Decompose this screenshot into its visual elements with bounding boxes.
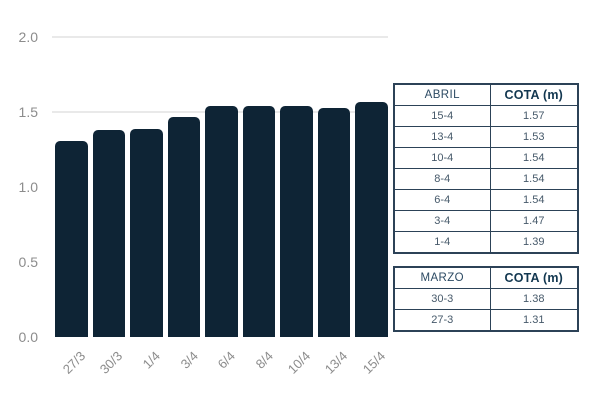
x-axis-tick-label: 3/4 bbox=[177, 348, 201, 372]
table-row: 15-4 1.57 bbox=[393, 105, 579, 127]
x-axis-tick-label: 15/4 bbox=[359, 348, 389, 377]
table-body: 30-3 1.38 27-3 1.31 bbox=[393, 288, 579, 332]
table-row: 1-4 1.39 bbox=[393, 231, 579, 254]
cota-tables: ABRIL COTA (m) 15-4 1.57 13-4 1.53 10-4 1.54 8-4… bbox=[393, 83, 579, 344]
header-row: ABRIL COTA (m) bbox=[393, 83, 579, 106]
gridline bbox=[52, 36, 388, 38]
header-row: MARZO COTA (m) bbox=[393, 266, 579, 289]
table-row: 13-4 1.53 bbox=[393, 126, 579, 148]
date-cell: 6-4 bbox=[393, 189, 491, 211]
bar bbox=[242, 106, 275, 337]
table-row: 30-3 1.38 bbox=[393, 288, 579, 310]
date-cell: 13-4 bbox=[393, 126, 491, 148]
x-axis-tick-label: 8/4 bbox=[252, 348, 276, 372]
table-row: 3-4 1.47 bbox=[393, 210, 579, 232]
value-cell: 1.57 bbox=[489, 105, 579, 127]
date-cell: 3-4 bbox=[393, 210, 491, 232]
value-cell: 1.47 bbox=[489, 210, 579, 232]
date-cell: 15-4 bbox=[393, 105, 491, 127]
month-header: MARZO bbox=[393, 266, 491, 289]
bar bbox=[167, 116, 200, 337]
bar bbox=[280, 106, 313, 337]
value-cell: 1.38 bbox=[489, 288, 579, 310]
x-axis-tick-label: 10/4 bbox=[284, 348, 314, 377]
bar bbox=[130, 128, 163, 337]
x-axis-tick-label: 1/4 bbox=[139, 348, 164, 372]
date-cell: 1-4 bbox=[393, 231, 491, 254]
cota-table-marzo: MARZO COTA (m) 30-3 1.38 27-3 1.31 bbox=[393, 266, 579, 332]
value-cell: 1.31 bbox=[489, 309, 579, 332]
y-axis-tick-label: 1.5 bbox=[18, 104, 38, 120]
date-cell: 30-3 bbox=[393, 288, 491, 310]
month-header: ABRIL bbox=[393, 83, 491, 106]
value-cell: 1.54 bbox=[489, 189, 579, 211]
table-head: ABRIL COTA (m) bbox=[393, 83, 579, 106]
value-header: COTA (m) bbox=[489, 83, 579, 106]
x-axis-tick-label: 27/3 bbox=[59, 348, 89, 377]
value-header: COTA (m) bbox=[489, 266, 579, 289]
x-axis-tick-label: 30/3 bbox=[97, 348, 126, 377]
table-row: 27-3 1.31 bbox=[393, 309, 579, 332]
table-row: 10-4 1.54 bbox=[393, 147, 579, 169]
x-axis-tick-label: 6/4 bbox=[214, 348, 239, 372]
bar bbox=[55, 140, 88, 337]
table-body: 15-4 1.57 13-4 1.53 10-4 1.54 8-4 1.54 6-4 1.54 3-… bbox=[393, 105, 579, 254]
bar bbox=[92, 130, 125, 337]
date-cell: 8-4 bbox=[393, 168, 491, 190]
bar bbox=[317, 107, 350, 337]
value-cell: 1.53 bbox=[489, 126, 579, 148]
table-head: MARZO COTA (m) bbox=[393, 266, 579, 289]
x-axis-tick-label: 13/4 bbox=[322, 348, 351, 377]
bar bbox=[355, 101, 388, 337]
y-axis-tick-label: 0.0 bbox=[18, 329, 38, 345]
value-cell: 1.54 bbox=[489, 147, 579, 169]
cota-table-abril: ABRIL COTA (m) 15-4 1.57 13-4 1.53 10-4 1.54 8-4… bbox=[393, 83, 579, 254]
date-cell: 27-3 bbox=[393, 309, 491, 332]
y-axis-tick-label: 2.0 bbox=[18, 29, 38, 45]
value-cell: 1.39 bbox=[489, 231, 579, 254]
date-cell: 10-4 bbox=[393, 147, 491, 169]
bar bbox=[205, 106, 238, 337]
value-cell: 1.54 bbox=[489, 168, 579, 190]
table-row: 8-4 1.54 bbox=[393, 168, 579, 190]
y-axis-tick-label: 0.5 bbox=[18, 254, 38, 270]
y-axis-tick-label: 1.0 bbox=[18, 179, 38, 195]
table-row: 6-4 1.54 bbox=[393, 189, 579, 211]
